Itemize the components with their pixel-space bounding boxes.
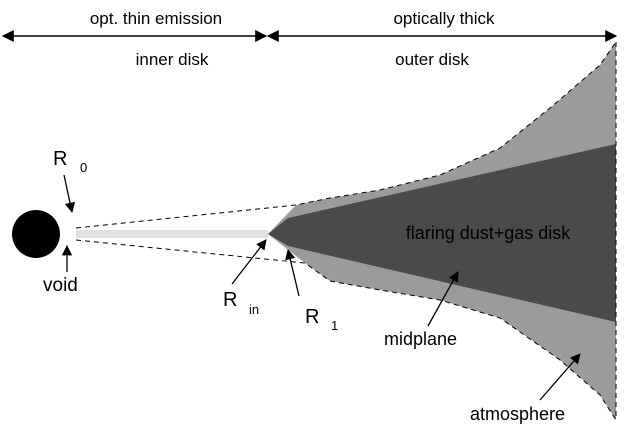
midplane-label: midplane [384,329,457,349]
r1-label: R [305,306,319,328]
r0-arrow [63,174,76,214]
atmosphere-label: atmosphere [470,404,565,424]
midplane-disk [268,144,616,322]
outer-disk-label: outer disk [395,50,469,69]
inner-disk-strip [76,230,268,238]
inner-disk-label: inner disk [136,50,209,69]
rin-label: R [223,289,237,311]
rin-arrow [231,239,267,285]
upper-boundary-dashed [75,41,617,229]
r1-subscript: 1 [331,318,338,333]
atmosphere-arrow [539,353,581,401]
r0-main: R [53,148,67,170]
void-label: void [43,275,78,296]
r0-subscript: 0 [80,160,87,175]
central-star [12,210,60,258]
rin-subscript: in [249,302,259,317]
r1-arrow [285,248,300,297]
midplane-arrow [427,271,459,327]
optically-thick-title: optically thick [393,9,495,28]
lower-boundary-dashed [75,239,617,421]
r0-label: R [53,148,67,170]
flaring-disk-label: flaring dust+gas disk [406,223,572,243]
thin-emission-title: opt. thin emission [90,9,222,28]
